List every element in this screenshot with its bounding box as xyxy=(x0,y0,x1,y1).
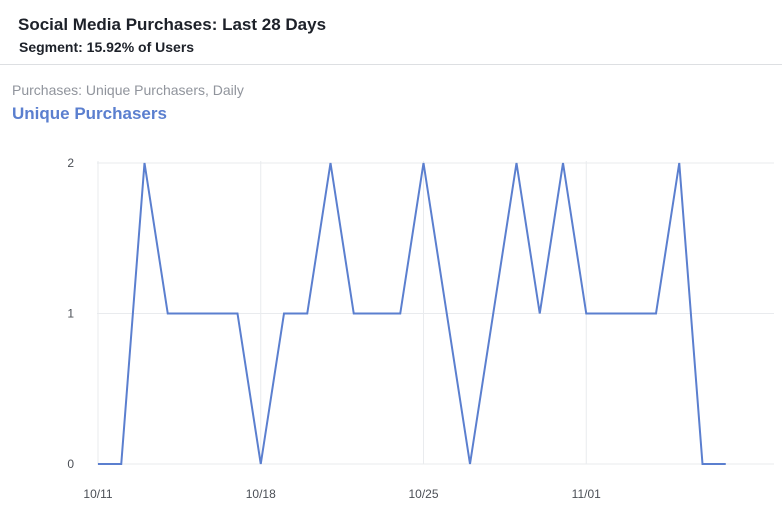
x-tick-label: 10/18 xyxy=(246,487,276,501)
y-tick-label: 0 xyxy=(67,457,74,471)
y-tick-label: 2 xyxy=(67,156,74,170)
series-line xyxy=(98,162,726,465)
segment-label: Segment: 15.92% of Users xyxy=(19,39,195,55)
x-tick-label: 11/01 xyxy=(572,487,601,501)
chart-subtitle: Purchases: Unique Purchasers, Daily xyxy=(12,82,244,98)
report-header: Social Media Purchases: Last 28 Days Seg… xyxy=(0,0,782,65)
y-tick-label: 1 xyxy=(67,307,74,321)
x-tick-label: 10/11 xyxy=(83,487,112,501)
report-title: Social Media Purchases: Last 28 Days xyxy=(18,15,327,34)
series-title: Unique Purchasers xyxy=(12,104,167,123)
x-tick-label: 10/25 xyxy=(408,487,438,501)
